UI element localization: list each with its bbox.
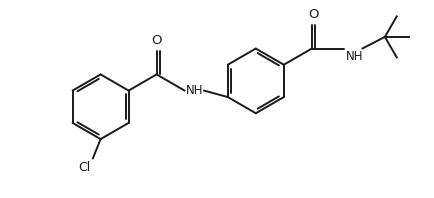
Text: O: O xyxy=(151,34,162,47)
Text: O: O xyxy=(308,8,319,21)
Text: Cl: Cl xyxy=(79,161,91,174)
Text: NH: NH xyxy=(186,84,204,97)
Text: NH: NH xyxy=(345,50,363,63)
